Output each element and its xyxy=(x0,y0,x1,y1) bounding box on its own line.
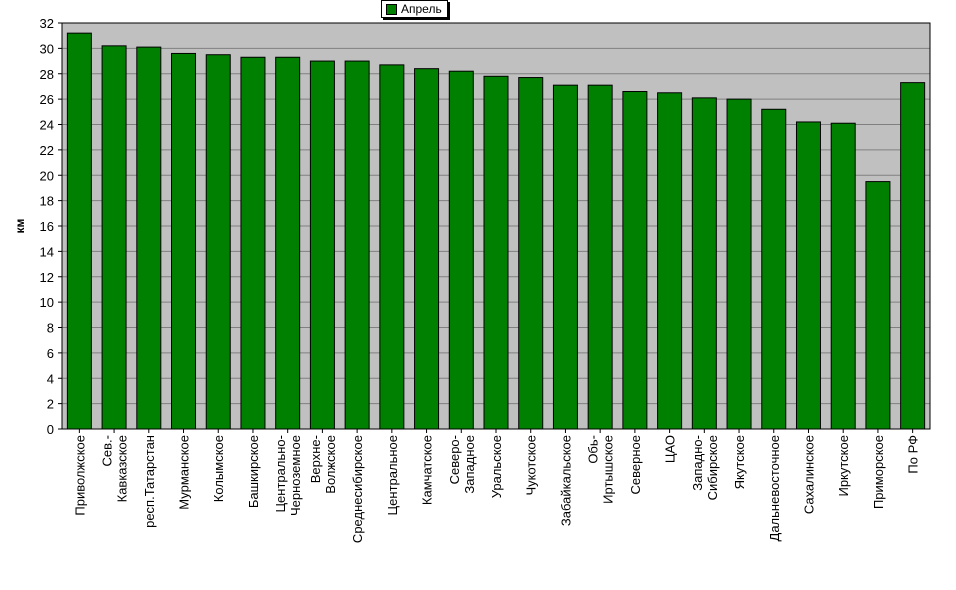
bar xyxy=(657,92,683,430)
bar xyxy=(830,122,856,430)
x-category-label: Иркутское xyxy=(836,435,851,497)
bar xyxy=(552,84,578,430)
bar xyxy=(344,60,370,430)
y-tick-label: 4 xyxy=(47,371,54,386)
bar xyxy=(726,98,752,430)
y-tick-label: 28 xyxy=(40,67,54,82)
x-category-label: Забайкальское xyxy=(558,435,573,526)
x-category-label: Северное xyxy=(628,435,643,494)
x-category-label: Уральское xyxy=(489,435,504,498)
x-category-label: Кавказское xyxy=(115,435,130,502)
bar xyxy=(518,77,544,430)
y-tick-label: 10 xyxy=(40,295,54,310)
legend-label: Апрель xyxy=(401,2,442,16)
bar xyxy=(171,52,197,430)
legend-swatch xyxy=(386,3,397,15)
bar xyxy=(101,45,127,430)
x-category-label: Сибирское xyxy=(705,435,720,500)
y-tick-label: 24 xyxy=(40,118,54,133)
y-tick-label: 32 xyxy=(40,16,54,31)
bar xyxy=(587,84,613,430)
bar xyxy=(622,91,648,430)
x-category-label: Приволжское xyxy=(72,435,87,516)
x-category-label: Волжское xyxy=(323,435,338,494)
x-category-label: Верхне- xyxy=(308,435,323,483)
bar xyxy=(900,82,926,430)
x-category-label: Сахалинское xyxy=(801,435,816,514)
y-tick-label: 26 xyxy=(40,92,54,107)
plot-frame xyxy=(61,22,931,430)
x-category-label: Чукотское xyxy=(524,435,539,496)
bar xyxy=(761,108,787,430)
y-tick-label: 0 xyxy=(47,422,54,437)
x-category-label: Западно- xyxy=(690,435,705,491)
x-category-label: Сев.- xyxy=(100,435,115,466)
x-category-label: Центральное xyxy=(385,435,400,515)
bar xyxy=(448,70,474,430)
legend: Апрель xyxy=(381,0,448,18)
x-category-label: Дальневосточное xyxy=(767,435,782,541)
y-tick-label: 16 xyxy=(40,219,54,234)
x-category-label: Мурманское xyxy=(177,435,192,510)
bar xyxy=(240,56,266,430)
x-category-label: Камчатское xyxy=(420,435,435,505)
bar xyxy=(205,54,231,430)
x-category-label: Приморское xyxy=(871,435,886,509)
y-tick-label: 30 xyxy=(40,41,54,56)
x-category-label: Иртышское xyxy=(601,435,616,504)
x-category-label: Обь- xyxy=(586,435,601,464)
y-tick-label: 14 xyxy=(40,244,54,259)
x-category-label: Западное xyxy=(462,435,477,494)
x-category-label: Колымское xyxy=(211,435,226,502)
bar xyxy=(865,181,891,430)
bar xyxy=(691,97,717,430)
bar xyxy=(414,68,440,430)
x-category-label: Среднесибирское xyxy=(350,435,365,543)
y-tick-label: 22 xyxy=(40,143,54,158)
y-tick-label: 20 xyxy=(40,168,54,183)
x-category-label: Башкирское xyxy=(246,435,261,508)
x-category-label: респ.Татарстан xyxy=(142,435,157,528)
y-tick-label: 12 xyxy=(40,270,54,285)
bar xyxy=(136,46,162,430)
bar xyxy=(66,32,92,430)
y-tick-label: 18 xyxy=(40,194,54,209)
y-tick-label: 2 xyxy=(47,397,54,412)
x-category-label: ЦАО xyxy=(663,435,678,463)
x-category-label: Якутское xyxy=(732,435,747,489)
bar xyxy=(309,60,335,430)
y-tick-label: 8 xyxy=(47,321,54,336)
y-tick-label: 6 xyxy=(47,346,54,361)
bar xyxy=(379,64,405,430)
x-category-label: Черноземное xyxy=(288,435,303,516)
x-category-label: Северо- xyxy=(447,435,462,484)
bar xyxy=(275,56,301,430)
x-category-label: Центрально- xyxy=(273,435,288,513)
bar xyxy=(795,121,821,430)
y-axis-title: км xyxy=(13,218,27,233)
x-category-label: По РФ xyxy=(906,435,921,474)
bar xyxy=(483,75,509,430)
